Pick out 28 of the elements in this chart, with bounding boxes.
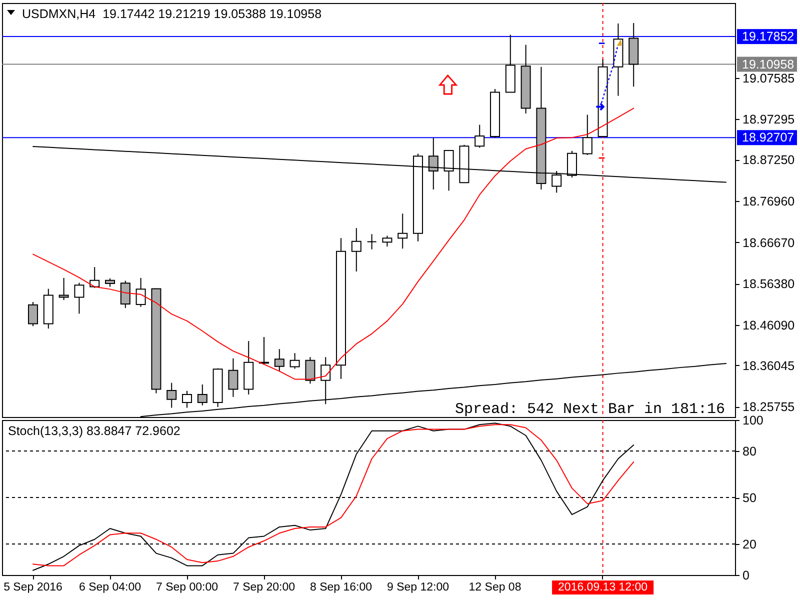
y-tick-label: 20 [742,538,756,552]
y-tick-label: 18.66670 [742,236,795,250]
y-tick-label: 18.87250 [742,153,795,168]
ref-line-label: 18.92707 [742,130,794,145]
x-tick-label: 9 Sep 12:00 [386,582,450,594]
x-tick-label: 7 Sep 00:00 [156,582,218,594]
y-tick-label: 0 [742,568,750,582]
y-tick-label: 18.76960 [742,194,795,208]
y-tick-label: 100 [742,414,764,428]
x-tick-label: 6 Sep 04:00 [78,582,142,594]
y-tick-label: 18.97295 [742,112,795,127]
y-tick-label: 18.46090 [742,318,795,332]
x-tick-label: 8 Sep 16:00 [310,582,372,594]
y-tick-label: 18.25755 [742,400,795,414]
x-tick-label: 12 Sep 08 [468,582,522,594]
y-tick-label: 50 [742,491,756,505]
y-tick-label: 18.56380 [742,277,795,292]
x-tick-label: 2016.09.13 12:00 [558,582,648,594]
x-tick-label: 7 Sep 20:00 [232,582,296,594]
ref-line-label: 19.17852 [742,30,794,44]
y-tick-label: 80 [742,444,756,458]
y-tick-label: 18.36045 [742,358,795,373]
chart-title: USDMXN,H4 19.17442 19.21219 19.05388 19.10958 [22,7,322,21]
chart-title: Stoch(13,3,3) 83.8847 72.9602 [8,424,180,438]
annotation: Spread: 542 Next Bar in 181:16 [454,401,725,418]
y-tick-label: 19.07585 [742,71,795,86]
ref-line-label: 19.10958 [742,57,794,72]
x-tick-label: 5 Sep 2016 [4,582,62,594]
